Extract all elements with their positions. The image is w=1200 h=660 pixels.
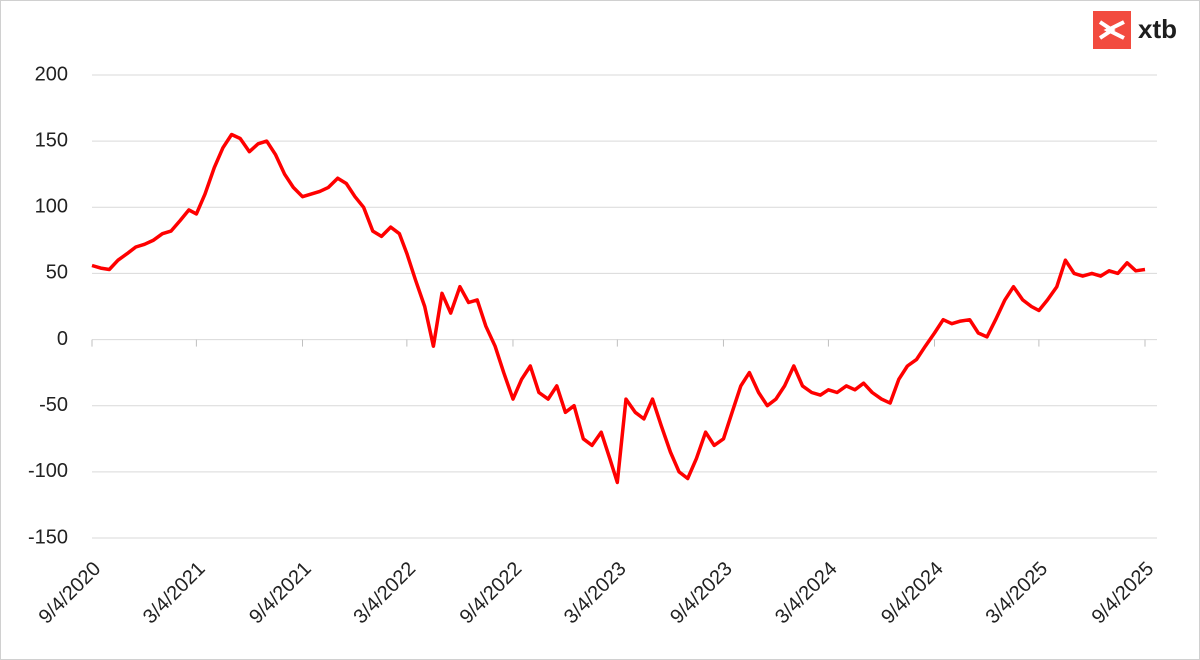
y-tick-label: -50 [39, 394, 68, 416]
data-line [91, 132, 1146, 485]
logo: xtb [1093, 11, 1177, 49]
y-tick-label: -100 [28, 460, 68, 482]
y-tick-label: 0 [57, 328, 68, 350]
y-tick-label: 200 [35, 63, 68, 85]
logo-text: xtb [1138, 14, 1177, 44]
y-tick-label: -150 [28, 526, 68, 548]
y-tick-label: 100 [35, 196, 68, 218]
y-tick-label: 150 [35, 129, 68, 151]
logo-icon [1098, 20, 1125, 40]
y-tick-label: 50 [46, 262, 68, 284]
